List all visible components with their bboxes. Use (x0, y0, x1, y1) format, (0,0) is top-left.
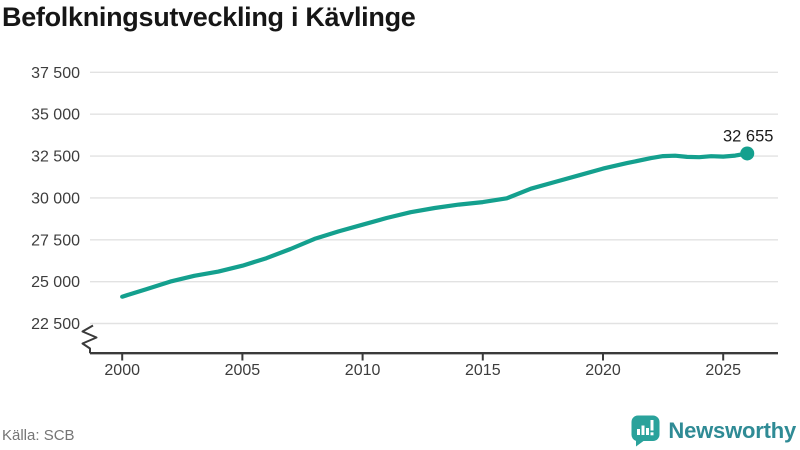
y-axis-tick-label: 22 500 (31, 316, 80, 333)
x-axis-tick-label: 2015 (465, 362, 501, 379)
y-axis-tick-label: 37 500 (31, 65, 80, 82)
source-note: Källa: SCB (2, 427, 75, 444)
end-point-marker (740, 146, 755, 161)
newsworthy-wordmark: Newsworthy (668, 418, 796, 443)
y-axis-break-icon (81, 324, 98, 354)
y-axis-tick-label: 30 000 (31, 190, 80, 207)
x-axis-tick-label: 2010 (345, 362, 381, 379)
newsworthy-logo-link[interactable]: Newsworthy (631, 415, 796, 447)
x-axis-tick-label: 2000 (104, 362, 140, 379)
y-axis-tick-label: 27 500 (31, 232, 80, 249)
bar-chart-glyph (637, 420, 654, 436)
x-axis-tick-label: 2020 (585, 362, 621, 379)
x-axis-tick-label: 2005 (225, 362, 261, 379)
newsworthy-bar-chart-bubble-icon (631, 415, 660, 447)
page-title: Befolkningsutveckling i Kävlinge (2, 2, 416, 32)
y-axis-tick-label: 35 000 (31, 107, 80, 124)
population-line-series (120, 151, 750, 299)
x-axis-tick-label: 2025 (705, 362, 741, 379)
end-point-value-label: 32 655 (723, 127, 773, 145)
y-axis-tick-label: 25 000 (31, 274, 80, 291)
y-axis-tick-label: 32 500 (31, 149, 80, 166)
